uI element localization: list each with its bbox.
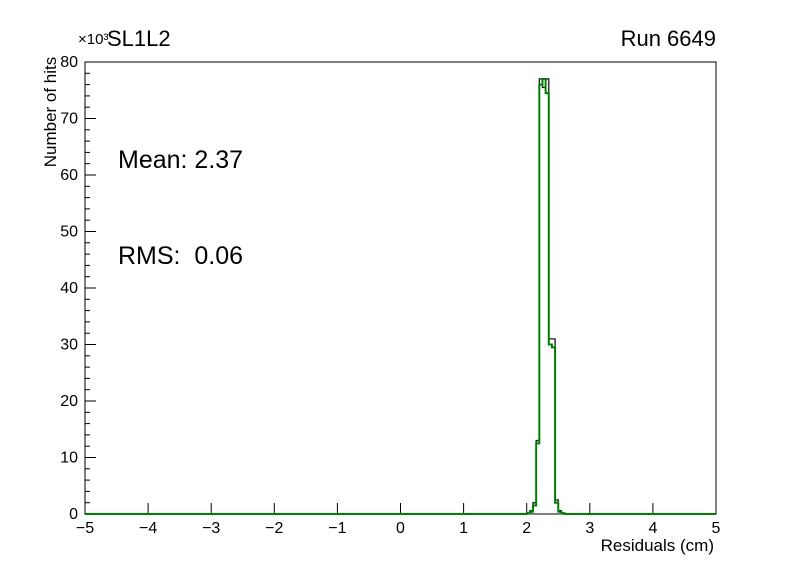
- y-tick-label: 0: [69, 506, 78, 523]
- x-tick-label: 3: [585, 520, 594, 537]
- x-tick-label: −4: [139, 520, 157, 537]
- stats-rms: RMS: 0.06: [118, 242, 244, 270]
- x-tick-label: 5: [712, 520, 721, 537]
- y-tick-label: 60: [60, 167, 78, 184]
- run-label: Run 6649: [620, 26, 716, 51]
- plot-title: SL1L2: [107, 26, 171, 51]
- stats-box: Mean: 2.37 RMS: 0.06: [118, 80, 243, 336]
- y-tick-label: 40: [60, 280, 78, 297]
- y-tick-label: 20: [60, 393, 78, 410]
- x-tick-label: 1: [459, 520, 468, 537]
- x-tick-label: 4: [648, 520, 657, 537]
- x-tick-label: −1: [328, 520, 346, 537]
- x-tick-label: −5: [76, 520, 94, 537]
- y-tick-label: 70: [60, 111, 78, 128]
- y-tick-label: 50: [60, 224, 78, 241]
- fit-line: [85, 77, 716, 515]
- x-tick-label: 0: [396, 520, 405, 537]
- y-tick-label: 80: [60, 54, 78, 71]
- stats-mean: Mean: 2.37: [118, 146, 244, 174]
- y-axis-title: Number of hits: [41, 56, 60, 168]
- x-tick-label: −3: [202, 520, 220, 537]
- y-axis-multiplier: ×10³: [78, 31, 109, 48]
- y-tick-label: 30: [60, 337, 78, 354]
- x-tick-label: −2: [265, 520, 283, 537]
- x-axis-title: Residuals (cm): [600, 536, 714, 555]
- y-tick-label: 10: [60, 450, 78, 467]
- x-tick-label: 2: [522, 520, 531, 537]
